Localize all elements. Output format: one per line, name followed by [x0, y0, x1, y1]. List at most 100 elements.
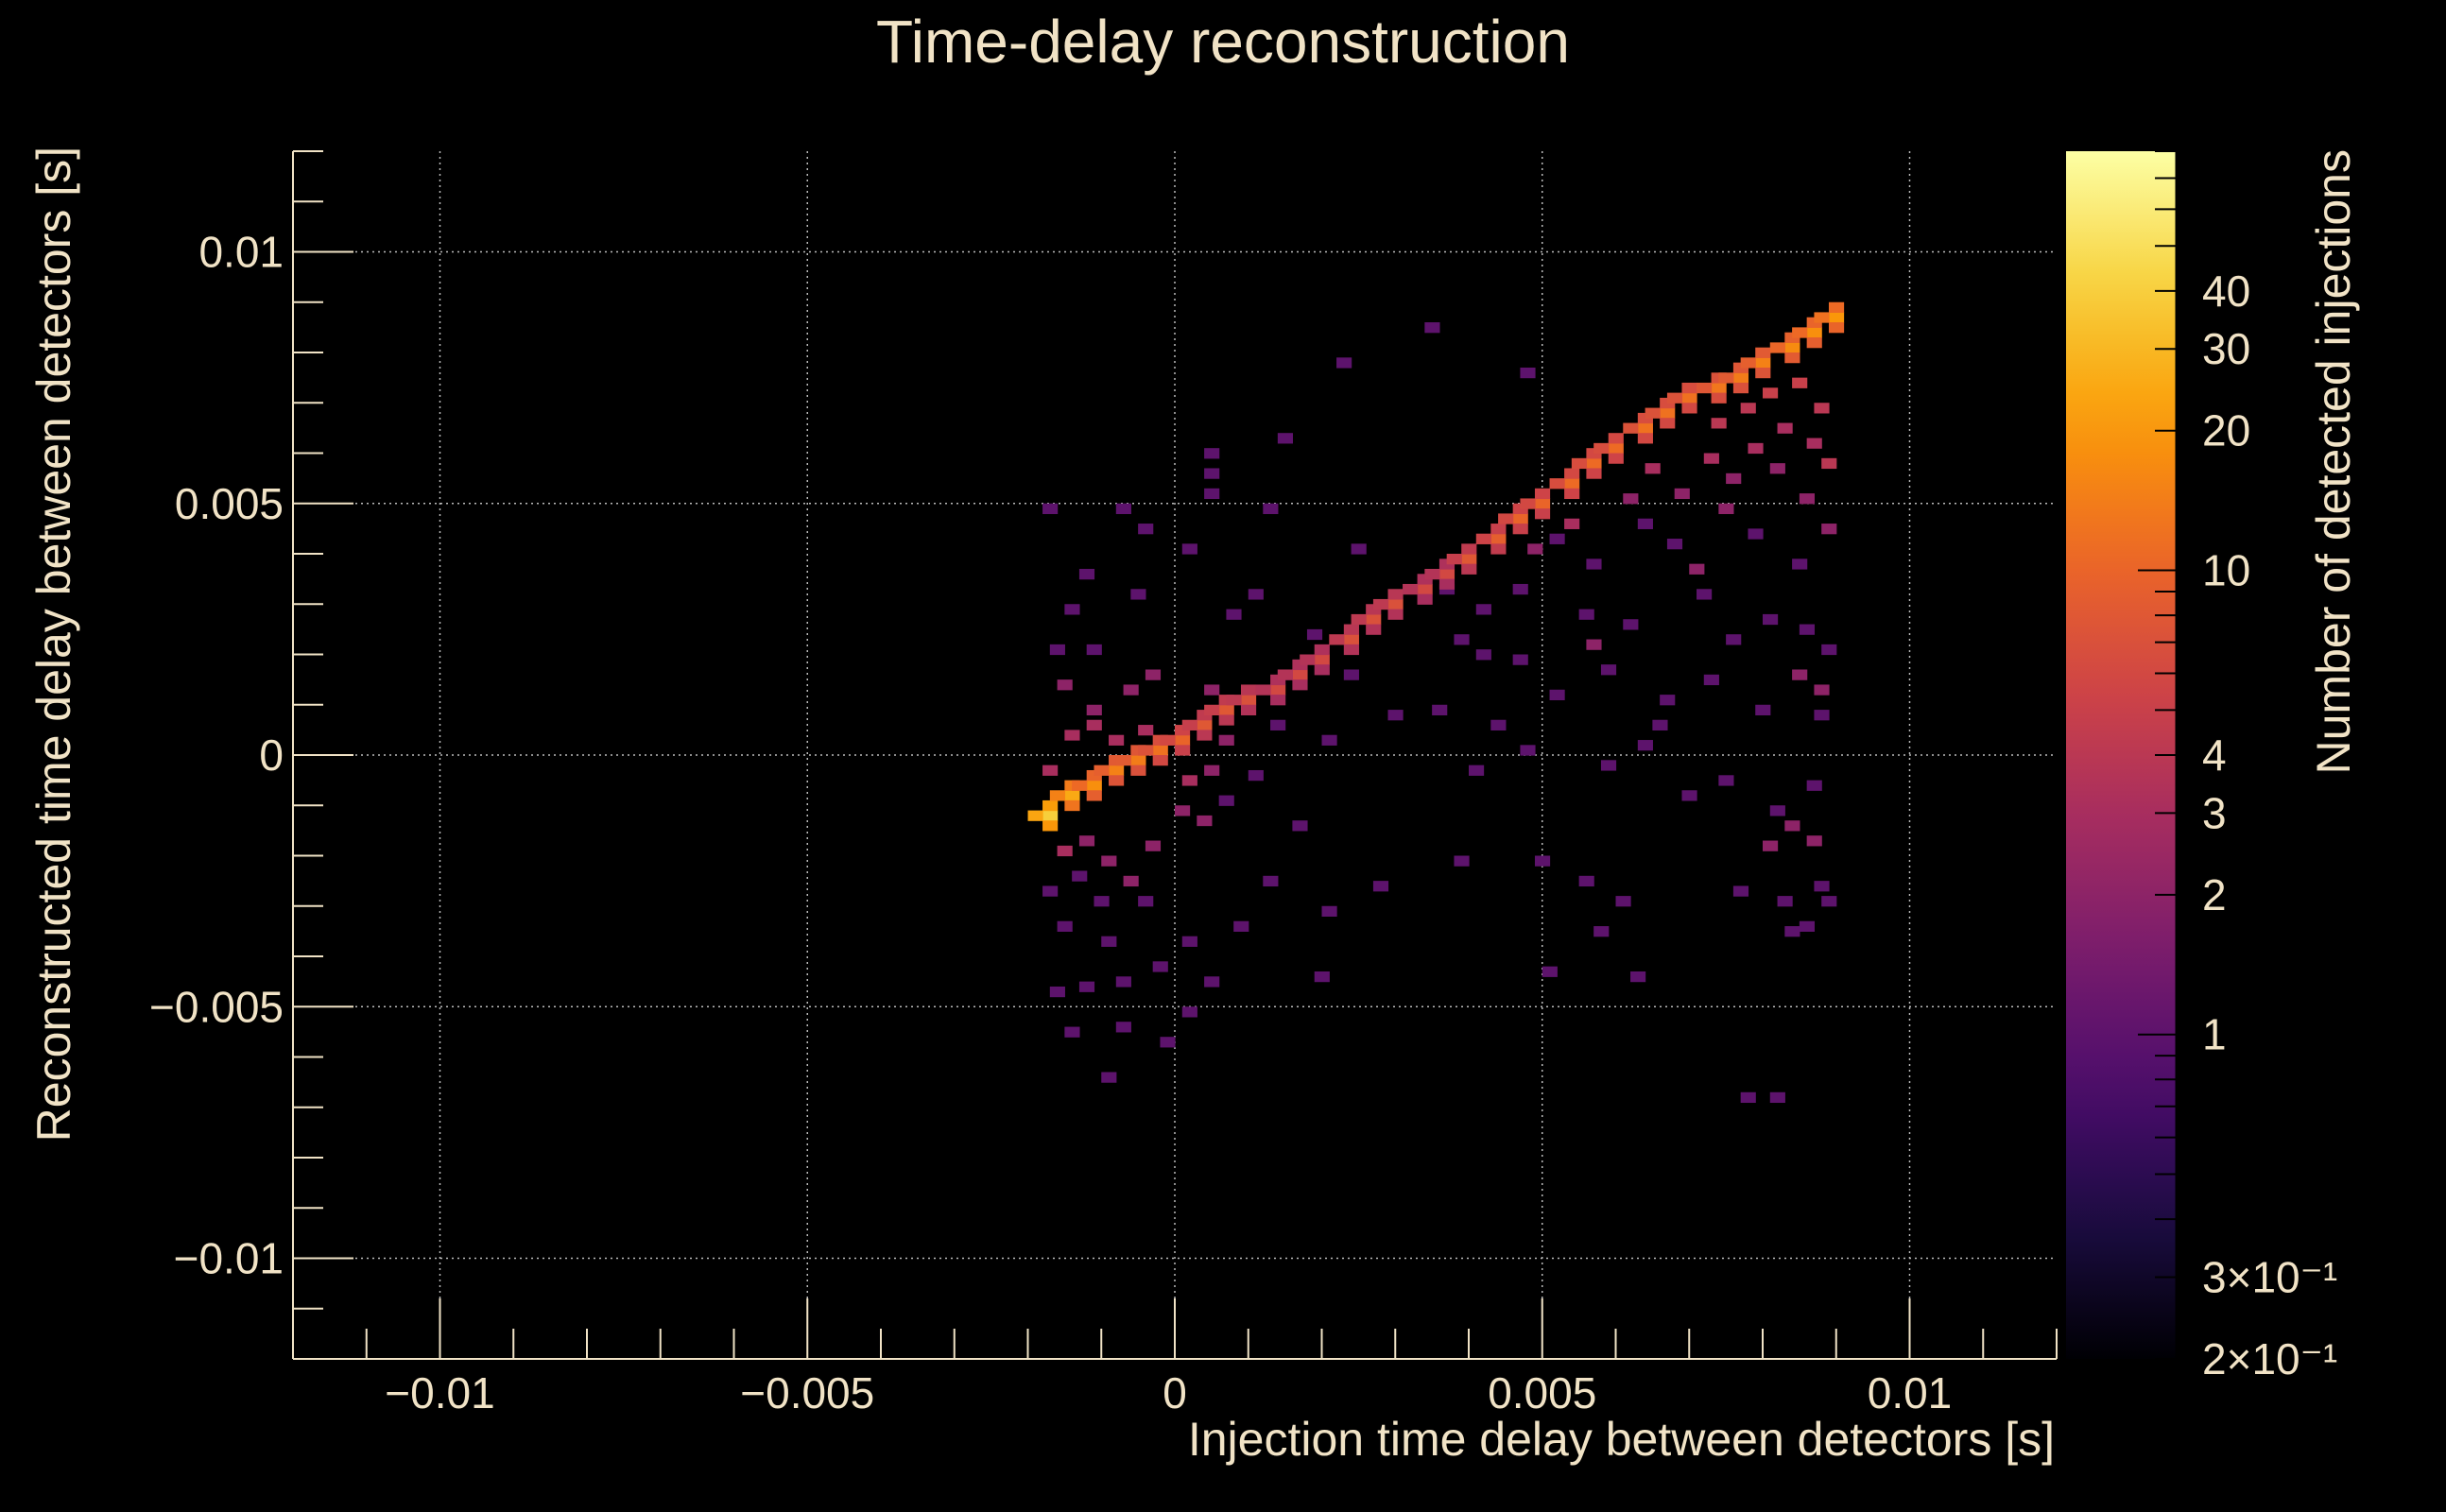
heatmap-cell [1101, 855, 1117, 867]
heatmap-cell [1769, 805, 1785, 816]
heatmap-cell [1072, 870, 1088, 882]
heatmap-cell [1512, 524, 1528, 535]
x-tick-labels: −0.01 −0.005 0 0.005 0.01 [385, 1368, 1952, 1418]
heatmap-cell [1769, 1091, 1785, 1104]
heatmap-cell [1821, 644, 1837, 656]
heatmap-cell [1204, 468, 1220, 479]
heatmap-cell [1263, 503, 1279, 514]
heatmap-cell [1512, 654, 1528, 665]
heatmap-cell [1769, 463, 1785, 474]
heatmap-cell [1564, 518, 1580, 529]
heatmap-cell [1424, 568, 1440, 580]
colorbar-tick-label: 2 [2202, 870, 2227, 919]
heatmap-cell [1806, 337, 1822, 349]
heatmap-cell [1175, 805, 1191, 816]
heatmap-cell [1130, 589, 1146, 600]
heatmap-cell [1270, 684, 1286, 696]
heatmap-cell [1049, 986, 1065, 998]
heatmap-cell [1461, 554, 1477, 565]
heatmap-cell [1490, 543, 1507, 555]
heatmap-cell [1175, 734, 1191, 746]
y-axis-label: Reconstructed time delay between detecto… [27, 146, 80, 1142]
heatmap-cell [1438, 568, 1456, 580]
heatmap-cell [1623, 422, 1639, 434]
heatmap-cell [1138, 524, 1154, 535]
heatmap-cell [1277, 669, 1293, 680]
heatmap-cell [1233, 920, 1249, 932]
heatmap-cell [1152, 961, 1168, 972]
heatmap-cell [1763, 387, 1779, 399]
heatmap-cell [1475, 649, 1491, 661]
heatmap-cell [1586, 468, 1602, 479]
heatmap-cell [1042, 765, 1059, 776]
heatmap-cell [1078, 568, 1095, 580]
heatmap-cell [1520, 367, 1536, 379]
heatmap-cell [1138, 745, 1154, 756]
heatmap-cell [1792, 558, 1808, 570]
heatmap-cell [1270, 719, 1286, 730]
heatmap-cell [1697, 382, 1713, 394]
heatmap-cell [1821, 457, 1837, 470]
heatmap-cell [1197, 815, 1213, 827]
heatmap-cell [1763, 613, 1779, 626]
heatmap-cell [1204, 976, 1220, 988]
heatmap-cell [1763, 840, 1779, 851]
heatmap-cell [1549, 689, 1565, 701]
heatmap-cell [1726, 634, 1742, 645]
heatmap-cell [1711, 418, 1727, 429]
heatmap-cell [1703, 674, 1719, 686]
heatmap-cell [1571, 457, 1587, 470]
heatmap-cells [1027, 301, 1845, 1104]
heatmap-cell [1828, 312, 1845, 323]
heatmap-cell [1703, 453, 1719, 464]
heatmap-cell [1387, 609, 1404, 620]
heatmap-cell [1138, 725, 1154, 736]
x-tick-label: 0.01 [1868, 1368, 1953, 1418]
grid-lines [293, 151, 2057, 1359]
heatmap-cell [1586, 639, 1602, 650]
heatmap-cell [1226, 609, 1242, 620]
colorbar-tick-label: 30 [2202, 324, 2250, 373]
heatmap-cell [1689, 563, 1705, 575]
heatmap-cell [1490, 719, 1507, 730]
heatmap-cell [1792, 327, 1808, 338]
heatmap-cell [1248, 589, 1264, 600]
heatmap-cell [1204, 448, 1220, 459]
x-tick-label: 0 [1163, 1368, 1187, 1418]
heatmap-cell [1446, 554, 1462, 565]
heatmap-cell [1432, 704, 1448, 715]
heatmap-cell [1292, 820, 1308, 832]
heatmap-cell [1784, 820, 1800, 832]
heatmap-cell [1109, 734, 1125, 746]
x-tick-label: 0.005 [1488, 1368, 1596, 1418]
heatmap-cell [1792, 377, 1808, 388]
heatmap-cell [1718, 372, 1734, 384]
heatmap-cell [1718, 503, 1734, 514]
heatmap-cell [1681, 403, 1697, 414]
heatmap-cell [1072, 780, 1088, 791]
heatmap-cell [1740, 357, 1756, 369]
heatmap-cell [1277, 433, 1293, 444]
heatmap-cell [1351, 543, 1367, 555]
x-tick-label: −0.01 [385, 1368, 494, 1418]
heatmap-cell [1042, 885, 1059, 897]
colorbar-tick-label: 40 [2202, 266, 2250, 316]
heatmap-cell [1799, 920, 1816, 932]
heatmap-cell [1218, 714, 1234, 726]
heatmap-cell [1321, 734, 1337, 746]
heatmap-cell [1608, 442, 1624, 455]
y-tick-label: 0.01 [198, 228, 284, 277]
heatmap-cell [1181, 775, 1197, 786]
colorbar-tick-label: 3 [2202, 788, 2227, 837]
heatmap-cell [1512, 583, 1528, 595]
axes [292, 150, 2058, 1360]
heatmap-cell [1740, 403, 1756, 414]
heatmap-cell [1336, 357, 1352, 369]
heatmap-cell [1042, 810, 1059, 821]
heatmap-cell [1534, 498, 1551, 509]
heatmap-cell [1814, 403, 1830, 414]
heatmap-cell [1799, 493, 1816, 505]
heatmap-cell [1711, 382, 1727, 394]
heatmap-cell [1542, 966, 1558, 977]
